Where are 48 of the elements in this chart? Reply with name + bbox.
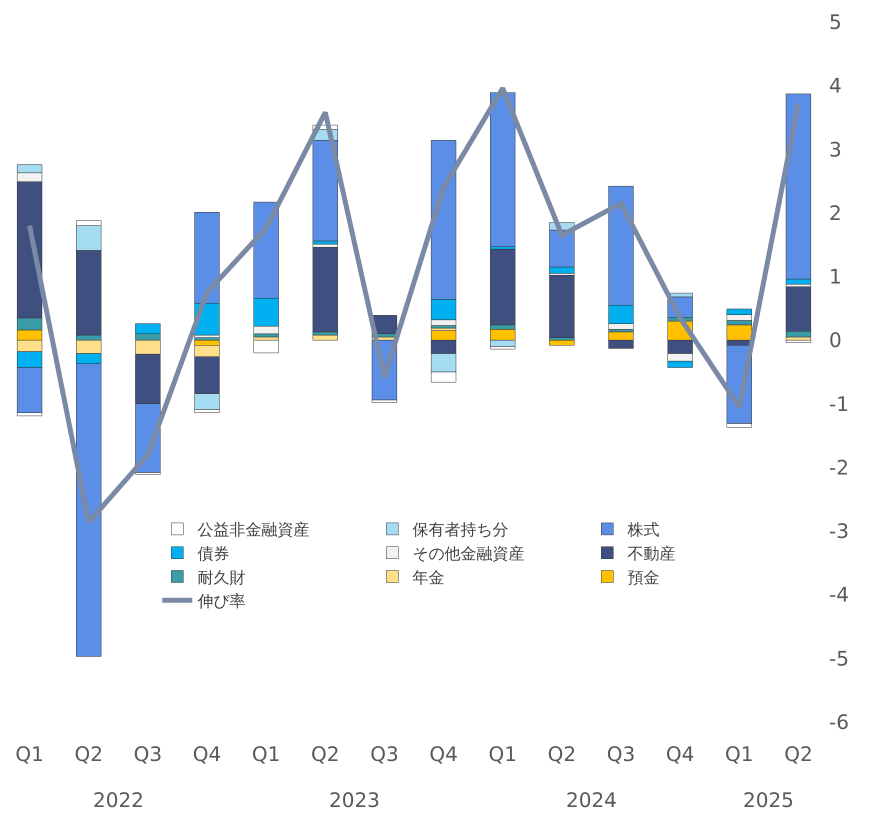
y-tick-label: -3: [829, 519, 849, 544]
x-tick-label: Q4: [666, 742, 694, 766]
y-tick-label: -6: [829, 710, 849, 734]
x-tick-label: Q4: [192, 742, 222, 766]
bar: [786, 340, 812, 343]
y-tick-label: 0: [829, 328, 842, 352]
x-tick-label: Q1: [488, 742, 517, 766]
legend-label: 預金: [627, 568, 660, 587]
bar: [490, 92, 516, 247]
legend-label: 株式: [626, 520, 660, 540]
x-tick-label: Q2: [784, 742, 813, 766]
y-tick-label: -4: [829, 582, 849, 607]
x-tick-label: Q1: [725, 742, 754, 766]
legend-label: 債券: [197, 544, 230, 563]
y-tick-label: 5: [829, 10, 842, 34]
legend-label: 年金: [412, 568, 444, 587]
text: 2024: [566, 788, 617, 812]
y-tick-label: 2: [829, 200, 842, 225]
y-tick-label: -1: [829, 392, 849, 416]
x-tick-label: Q3: [370, 742, 399, 766]
x-tick-label: Q2: [311, 742, 340, 766]
x-tick-label: Q2: [548, 742, 576, 766]
legend-label: 保有者持ち分: [412, 520, 508, 540]
x-tick-label: Q3: [606, 742, 636, 766]
bar: [549, 340, 575, 346]
text: 2023: [329, 788, 380, 812]
y-tick-label: -2: [829, 455, 849, 480]
legend-label: 不動産: [627, 544, 676, 563]
legend-label: 公益非金融資産: [197, 520, 310, 540]
bar: [312, 247, 338, 332]
bar: [549, 275, 575, 338]
y-tick-label: 4: [829, 74, 842, 98]
y-tick-label: -5: [829, 646, 849, 670]
bar: [253, 340, 279, 354]
text: 2022: [93, 788, 144, 812]
legend-label: 耐久財: [197, 568, 246, 587]
x-tick-label: Q3: [134, 742, 162, 766]
x-tick-label: Q1: [252, 742, 280, 766]
bar: [490, 248, 516, 326]
x-tick-label: Q4: [429, 742, 458, 766]
x-tick-label: Q2: [74, 742, 103, 766]
y-tick-label: 3: [829, 137, 842, 162]
bar: [312, 334, 338, 340]
x-tick-label: Q1: [15, 742, 44, 766]
text: 2025: [743, 788, 794, 812]
legend-label: 伸び率: [196, 592, 246, 611]
legend-label: その他金融資産: [412, 544, 524, 563]
y-tick-label: 1: [829, 264, 842, 289]
